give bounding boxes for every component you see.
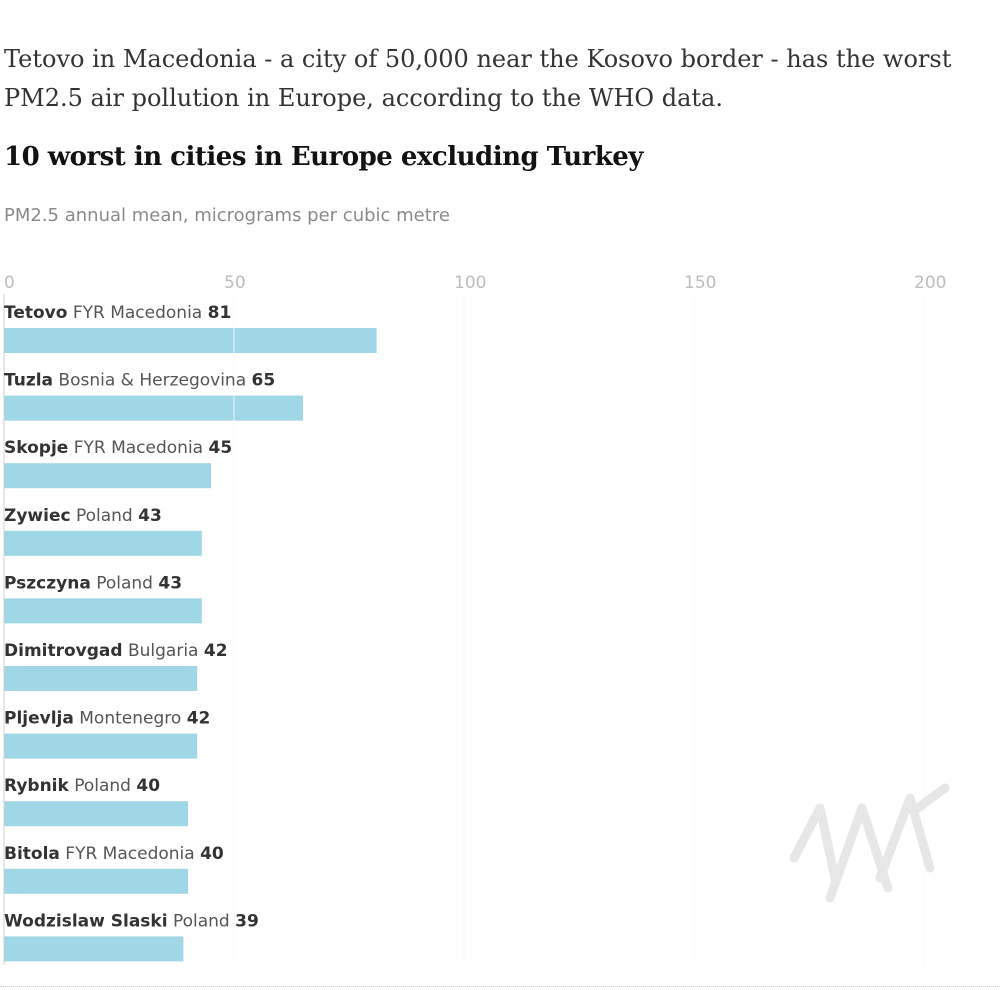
country-name: FYR Macedonia xyxy=(68,438,208,458)
country-name: Poland xyxy=(69,776,137,796)
bar-wodzislaw-slaski xyxy=(4,936,184,962)
country-name: Bosnia & Herzegovina xyxy=(53,371,252,391)
value-label: 40 xyxy=(200,844,224,864)
value-label: 65 xyxy=(252,371,276,391)
country-name: Poland xyxy=(168,911,236,931)
bar-bitola xyxy=(4,868,188,894)
city-name: Dimitrovgad xyxy=(4,641,123,661)
city-name: Tetovo xyxy=(4,303,67,323)
value-label: 39 xyxy=(235,911,259,931)
bottom-divider xyxy=(0,986,1000,987)
tick-label: 50 xyxy=(224,273,246,293)
value-label: 40 xyxy=(136,776,160,796)
country-name: FYR Macedonia xyxy=(67,303,207,323)
tick-label: 100 xyxy=(454,273,486,293)
city-name: Pszczyna xyxy=(4,573,91,593)
bar-tuzla xyxy=(4,395,303,421)
row-label: Pszczyna Poland 43 xyxy=(4,573,182,593)
city-name: Zywiec xyxy=(4,506,71,526)
city-name: Skopje xyxy=(4,438,68,458)
row-label: Skopje FYR Macedonia 45 xyxy=(4,438,232,458)
city-name: Wodzislaw Slaski xyxy=(4,911,168,931)
value-label: 42 xyxy=(204,641,228,661)
row-label: Rybnik Poland 40 xyxy=(4,776,160,796)
row-label: Pljevlja Montenegro 42 xyxy=(4,709,210,729)
value-label: 42 xyxy=(187,709,211,729)
value-label: 45 xyxy=(209,438,233,458)
row-label: Tetovo FYR Macedonia 81 xyxy=(4,303,231,323)
bar-tetovo xyxy=(4,328,377,353)
bar-dimitrovgad xyxy=(4,666,198,691)
row-label: Zywiec Poland 43 xyxy=(4,506,162,526)
city-name: Rybnik xyxy=(4,776,70,796)
city-name: Bitola xyxy=(4,844,60,864)
bar-skopje xyxy=(4,463,211,489)
value-label: 81 xyxy=(208,303,232,323)
row-label: Tuzla Bosnia & Herzegovina 65 xyxy=(4,371,275,391)
country-name: FYR Macedonia xyxy=(60,844,200,864)
bar-pszczyna xyxy=(4,598,202,624)
country-name: Bulgaria xyxy=(123,641,204,661)
value-label: 43 xyxy=(158,573,182,593)
row-label: Dimitrovgad Bulgaria 42 xyxy=(4,641,228,661)
city-name: Pljevlja xyxy=(4,709,74,729)
bar-chart: 0 50 100 150 200 Tetovo FYR Macedonia 81 Tuzla… xyxy=(3,273,946,965)
bar-pljevlja xyxy=(4,733,198,759)
chart-title: 10 worst in cities in Europe excluding T… xyxy=(4,142,643,172)
country-name: Montenegro xyxy=(74,709,187,729)
country-name: Poland xyxy=(71,506,139,526)
tick-label: 200 xyxy=(914,273,946,293)
bar-zywiec xyxy=(4,530,202,556)
intro-paragraph: Tetovo in Macedonia - a city of 50,000 n… xyxy=(4,45,952,112)
bar-rybnik xyxy=(4,801,188,827)
watermark-logo xyxy=(789,783,950,903)
chart-subtitle: PM2.5 annual mean, micrograms per cubic … xyxy=(4,205,450,226)
tick-label: 150 xyxy=(684,273,716,293)
city-name: Tuzla xyxy=(4,371,53,391)
tick-label: 0 xyxy=(4,273,15,293)
value-label: 43 xyxy=(138,506,162,526)
row-label: Wodzislaw Slaski Poland 39 xyxy=(4,911,259,931)
row-label: Bitola FYR Macedonia 40 xyxy=(4,844,224,864)
country-name: Poland xyxy=(91,573,159,593)
